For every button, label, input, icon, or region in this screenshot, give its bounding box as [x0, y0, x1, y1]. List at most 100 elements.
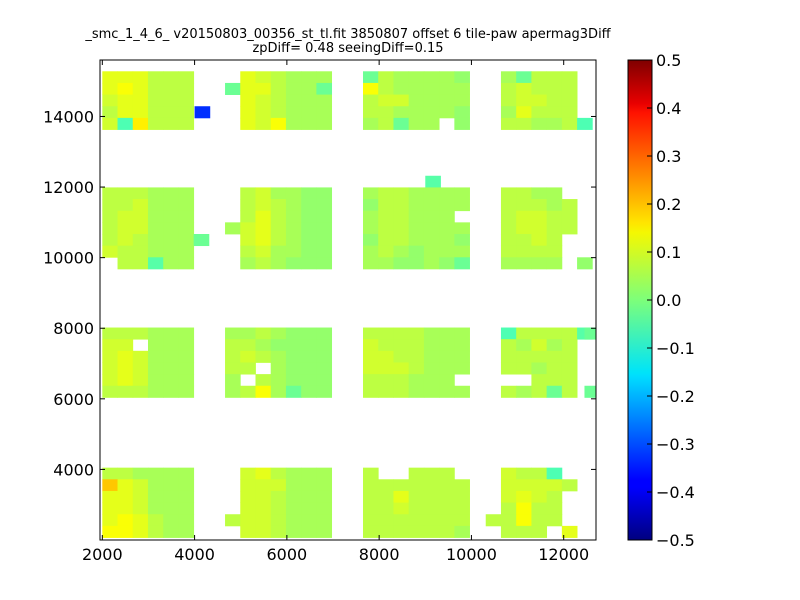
heatmap-cell — [240, 82, 256, 95]
heatmap-cell — [316, 82, 333, 95]
heatmap-cell — [531, 245, 548, 258]
heatmap-cell — [500, 479, 517, 492]
heatmap-cell — [102, 514, 118, 527]
heatmap-cell — [147, 467, 164, 480]
heatmap-cell — [531, 525, 548, 538]
heatmap-cell — [500, 514, 517, 527]
heatmap-cell — [240, 479, 256, 492]
heatmap-cell — [561, 94, 578, 107]
heatmap-cell — [454, 479, 470, 492]
axes: 2000 4000 6000 8000 10000 12000 4000 6000 8000 10… — [43, 60, 596, 564]
heatmap-cell — [454, 362, 470, 375]
heatmap-cell — [255, 257, 272, 270]
heatmap-cell — [240, 525, 256, 538]
heatmap-cell — [301, 106, 317, 119]
heatmap-cell — [500, 525, 517, 538]
heatmap-cell — [454, 245, 470, 258]
heatmap-cell — [163, 199, 179, 212]
heatmap-cell — [301, 490, 317, 503]
heatmap-cell — [102, 187, 118, 200]
colorbar-tick-label: 0.4 — [656, 99, 681, 118]
heatmap-cell — [408, 490, 425, 503]
heatmap-cell — [363, 385, 379, 398]
heatmap-cell — [408, 327, 425, 340]
y-tick-label: 10000 — [43, 249, 94, 268]
heatmap-cell — [132, 385, 149, 398]
heatmap-cell — [423, 71, 440, 84]
heatmap-cell — [439, 479, 455, 492]
heatmap-cell — [163, 479, 179, 492]
colorbar-tick-label: −0.2 — [656, 387, 695, 406]
heatmap-cell — [546, 339, 563, 352]
colorbar-tick-label: −0.1 — [656, 339, 695, 358]
heatmap-cell — [240, 234, 256, 247]
heatmap-cell — [316, 479, 333, 492]
heatmap-cell — [408, 117, 425, 130]
heatmap-cell — [316, 234, 333, 247]
heatmap-cell — [531, 82, 548, 95]
heatmap-cell — [102, 339, 118, 352]
heatmap-cell — [454, 117, 470, 130]
heatmap-cell — [301, 327, 317, 340]
heatmap-cell — [102, 374, 118, 387]
heatmap-cell — [270, 245, 287, 258]
heatmap-cell — [531, 94, 548, 107]
heatmap-cell — [117, 187, 134, 200]
heatmap-cell — [285, 385, 302, 398]
heatmap-cell — [393, 210, 410, 223]
heatmap-cell — [363, 479, 379, 492]
heatmap-cell — [439, 257, 455, 270]
heatmap-cell — [240, 339, 256, 352]
heatmap-cell — [393, 234, 410, 247]
heatmap-cell — [378, 82, 394, 95]
heatmap-cell — [285, 327, 302, 340]
heatmap-cell — [240, 327, 256, 340]
heatmap-cell — [378, 327, 394, 340]
heatmap-cell — [117, 374, 134, 387]
heatmap-cell — [194, 106, 211, 119]
heatmap-cell — [255, 94, 272, 107]
heatmap-cell — [500, 502, 517, 515]
heatmap-cell — [301, 222, 317, 235]
colorbar-tick-label: 0.1 — [656, 243, 681, 262]
heatmap-cell — [561, 82, 578, 95]
heatmap-cell — [531, 106, 548, 119]
heatmap-cell — [423, 187, 440, 200]
heatmap-cell — [147, 514, 164, 527]
heatmap-cell — [316, 350, 333, 363]
heatmap-cell — [423, 479, 440, 492]
heatmap-cell — [439, 374, 455, 387]
heatmap-cell — [132, 362, 149, 375]
x-tick-label: 6000 — [267, 545, 308, 564]
heatmap-cell — [454, 71, 470, 84]
heatmap-cell — [102, 467, 118, 480]
heatmap-cell — [301, 514, 317, 527]
x-tick-label: 12000 — [538, 545, 589, 564]
heatmap-cell — [546, 245, 563, 258]
heatmap-cell — [163, 117, 179, 130]
heatmap-cell — [301, 479, 317, 492]
heatmap-cell — [561, 117, 578, 130]
heatmap-cell — [301, 257, 317, 270]
heatmap-cell — [378, 514, 394, 527]
heatmap-cell — [485, 514, 502, 527]
heatmap-cell — [500, 257, 517, 270]
heatmap-cell — [285, 467, 302, 480]
heatmap-cell — [408, 467, 425, 480]
heatmap-cell — [531, 350, 548, 363]
heatmap-cell — [393, 385, 410, 398]
heatmap-cell — [393, 82, 410, 95]
heatmap-cell — [454, 222, 470, 235]
heatmap-cell — [132, 117, 149, 130]
heatmap-cell — [117, 525, 134, 538]
heatmap-cell — [546, 327, 563, 340]
heatmap-cell — [500, 210, 517, 223]
heatmap-cell — [147, 222, 164, 235]
heatmap-cell — [546, 222, 563, 235]
heatmap-cell — [546, 374, 563, 387]
heatmap-cell — [132, 350, 149, 363]
heatmap-cell — [163, 467, 179, 480]
heatmap-cell — [147, 199, 164, 212]
heatmap-cell — [393, 502, 410, 515]
heatmap-cell — [363, 117, 379, 130]
